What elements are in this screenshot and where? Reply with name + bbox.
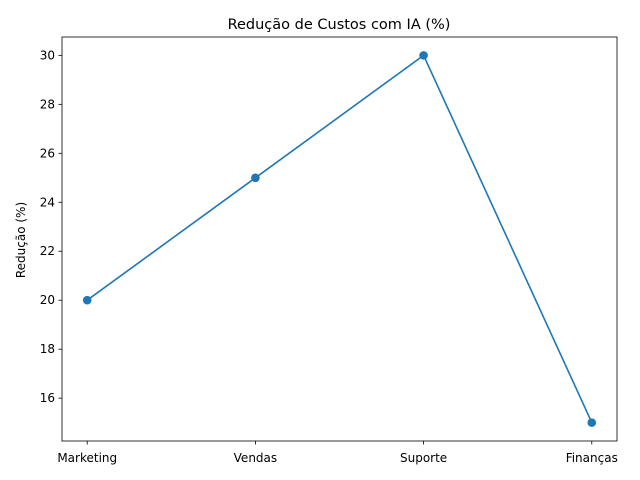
data-point [587, 418, 597, 427]
y-tick-label: 16 [40, 391, 55, 405]
x-tick-label: Marketing [57, 451, 117, 465]
y-tick-label: 26 [40, 146, 55, 160]
data-point [82, 295, 92, 305]
y-tick-label: 24 [40, 195, 55, 209]
x-tick-label: Suporte [400, 451, 447, 465]
data-point [419, 51, 428, 60]
y-tick-label: 30 [40, 48, 55, 62]
x-tick-label: Vendas [234, 451, 278, 465]
y-tick-label: 28 [40, 97, 55, 111]
series-line [86, 54, 593, 423]
axes-frame [61, 36, 618, 442]
data-point [251, 173, 260, 183]
y-tick-label: 22 [40, 244, 55, 258]
plot-area: 16 18 20 22 24 26 28 30 Marketing Vendas Suporte Fi… [40, 36, 618, 465]
x-tick-label: Finanças [566, 451, 618, 465]
y-tick-label: 20 [40, 293, 55, 307]
chart-title: Redução de Custos com IA (%) [228, 17, 451, 33]
y-tick-label: 18 [40, 342, 55, 356]
y-axis-label: Redução (%) [14, 202, 28, 278]
